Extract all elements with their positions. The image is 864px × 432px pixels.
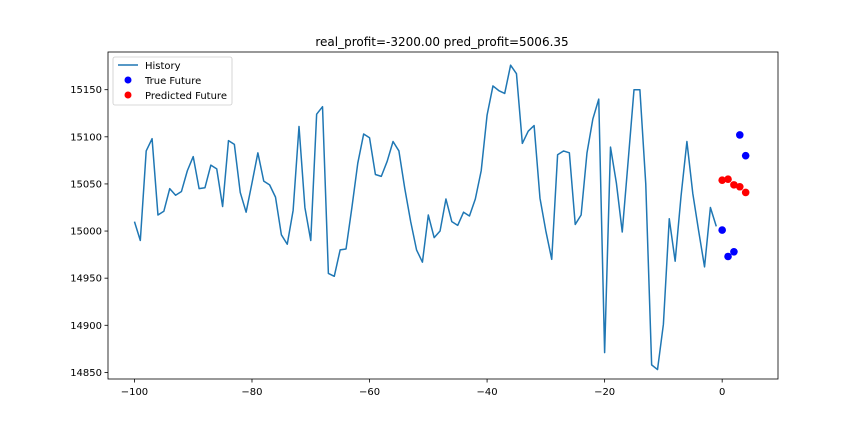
y-tick-label: 15100 <box>70 132 102 143</box>
legend-history-label: History <box>145 61 181 72</box>
x-tick-label: −80 <box>241 387 262 398</box>
predicted-future-point <box>741 188 750 197</box>
y-axis: 14850 14900 14950 15000 15050 15100 15150 <box>70 85 108 379</box>
x-tick-label: −60 <box>359 387 380 398</box>
x-tick-label: −100 <box>121 387 148 398</box>
true-future-point <box>741 151 750 160</box>
legend-predicted-future-marker <box>124 91 132 99</box>
history-line <box>133 64 718 371</box>
predicted-future-point <box>730 181 738 189</box>
x-axis: −100 −80 −60 −40 −20 0 <box>121 379 725 398</box>
y-tick-label: 14950 <box>70 274 102 285</box>
x-tick-label: −20 <box>594 387 615 398</box>
true-future-point <box>730 247 738 256</box>
y-tick-label: 15000 <box>70 227 102 238</box>
legend-true-future-marker <box>124 76 132 84</box>
chart-title: real_profit=-3200.00 pred_profit=5006.35 <box>315 35 568 49</box>
predicted-future-point <box>735 182 744 191</box>
legend: History True Future Predicted Future <box>112 56 233 106</box>
plot-frame <box>107 51 779 380</box>
true-future-point <box>735 131 744 139</box>
plot-content <box>133 64 750 371</box>
predicted-future-point <box>718 176 726 184</box>
legend-true-future-label: True Future <box>144 76 201 87</box>
y-tick-label: 14850 <box>70 368 102 379</box>
predicted-future-point <box>724 175 732 184</box>
y-tick-label: 14900 <box>70 321 102 332</box>
y-tick-label: 15150 <box>70 85 102 96</box>
x-tick-label: 0 <box>719 387 725 398</box>
legend-predicted-future-label: Predicted Future <box>145 91 227 102</box>
x-tick-label: −40 <box>477 387 498 398</box>
true-future-point <box>718 226 726 234</box>
y-tick-label: 15050 <box>70 179 102 190</box>
true-future-point <box>724 252 732 261</box>
legend-box <box>112 56 233 106</box>
